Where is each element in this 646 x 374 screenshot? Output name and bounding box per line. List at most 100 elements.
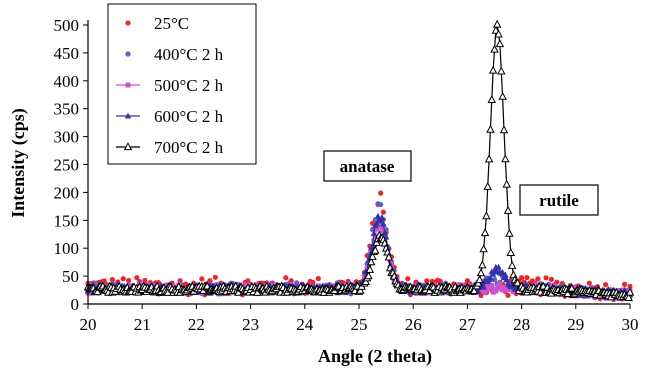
data-point <box>120 276 126 282</box>
data-point <box>482 211 491 220</box>
data-point <box>503 205 513 214</box>
y-tick-label: 150 <box>54 211 80 230</box>
legend-item: 700°C 2 h <box>116 138 224 157</box>
data-point <box>207 278 213 284</box>
data-point <box>384 252 394 261</box>
data-point <box>479 244 488 253</box>
data-point <box>485 286 491 292</box>
data-point <box>142 277 148 284</box>
data-point <box>489 270 497 277</box>
data-point <box>126 277 132 284</box>
x-tick-label: 22 <box>188 315 205 334</box>
x-tick-label: 27 <box>459 315 477 334</box>
legend-marker <box>123 142 133 151</box>
data-point <box>519 275 525 281</box>
data-point <box>496 284 502 290</box>
legend-item: 600°C 2 h <box>116 107 224 126</box>
y-tick-label: 50 <box>62 267 79 286</box>
data-point <box>495 263 502 270</box>
data-point <box>486 124 495 133</box>
data-point <box>478 292 484 299</box>
data-point <box>586 280 592 286</box>
data-point <box>501 154 510 163</box>
legend-item: 400°C 2 h <box>125 45 224 64</box>
data-point <box>567 283 576 292</box>
legend-marker <box>125 82 131 88</box>
data-point <box>507 260 517 269</box>
data-point <box>548 276 555 282</box>
data-point <box>478 260 487 269</box>
x-tick-label: 23 <box>242 315 259 334</box>
y-tick-label: 500 <box>54 16 80 35</box>
data-point <box>490 289 496 295</box>
x-tick-label: 21 <box>134 315 151 334</box>
y-axis-label: Intensity (cps) <box>8 108 29 218</box>
data-point <box>480 228 490 237</box>
data-point <box>497 281 503 287</box>
x-tick-label: 29 <box>567 315 584 334</box>
y-tick-label: 400 <box>54 72 80 91</box>
data-point <box>625 287 635 296</box>
legend-label: 400°C 2 h <box>154 45 224 64</box>
data-point <box>364 271 373 280</box>
data-point <box>489 285 495 291</box>
data-point <box>182 281 189 287</box>
data-point <box>134 275 140 281</box>
data-point <box>478 288 484 294</box>
data-point <box>498 91 507 100</box>
data-point <box>487 282 493 288</box>
data-point <box>365 264 375 273</box>
data-point <box>502 179 511 188</box>
data-point <box>535 276 541 282</box>
x-tick-label: 24 <box>296 315 314 334</box>
data-point <box>490 44 499 53</box>
x-axis-label: Angle (2 theta) <box>318 346 432 367</box>
data-point <box>543 275 549 281</box>
data-point <box>621 281 628 287</box>
data-point <box>509 270 518 279</box>
svg-text:rutile: rutile <box>539 191 579 210</box>
y-tick-label: 100 <box>54 239 80 258</box>
data-point <box>505 292 511 298</box>
legend-marker <box>125 20 131 26</box>
y-tick-label: 350 <box>54 100 80 119</box>
x-tick-label: 26 <box>405 315 422 334</box>
data-point <box>387 258 393 264</box>
data-point <box>603 282 609 288</box>
data-point <box>504 286 510 292</box>
data-point <box>378 214 386 221</box>
data-point <box>524 274 530 281</box>
data-point <box>212 274 218 280</box>
data-point <box>480 283 487 290</box>
annotation-rutile: rutile <box>519 184 599 216</box>
data-point <box>469 286 479 295</box>
data-point <box>369 242 376 249</box>
x-tick-label: 28 <box>513 315 530 334</box>
legend-marker <box>125 51 131 57</box>
data-point <box>476 268 486 277</box>
y-tick-label: 300 <box>54 128 80 147</box>
data-point <box>627 283 633 289</box>
x-tick-label: 20 <box>80 315 97 334</box>
data-point <box>379 228 385 234</box>
data-point <box>405 276 411 282</box>
data-point <box>378 190 384 196</box>
data-point <box>505 228 514 237</box>
y-tick-label: 200 <box>54 183 80 202</box>
data-point <box>370 230 378 237</box>
data-point <box>365 263 371 269</box>
data-point <box>492 19 502 28</box>
data-point <box>366 257 376 266</box>
data-point <box>203 281 212 290</box>
data-point <box>482 290 488 296</box>
data-point <box>494 29 503 38</box>
data-point <box>487 95 497 104</box>
data-point <box>380 209 386 215</box>
data-point <box>506 247 515 256</box>
data-point <box>475 275 484 284</box>
data-point <box>483 181 492 190</box>
data-point <box>109 276 115 283</box>
data-point <box>499 125 509 134</box>
data-point <box>245 278 251 284</box>
